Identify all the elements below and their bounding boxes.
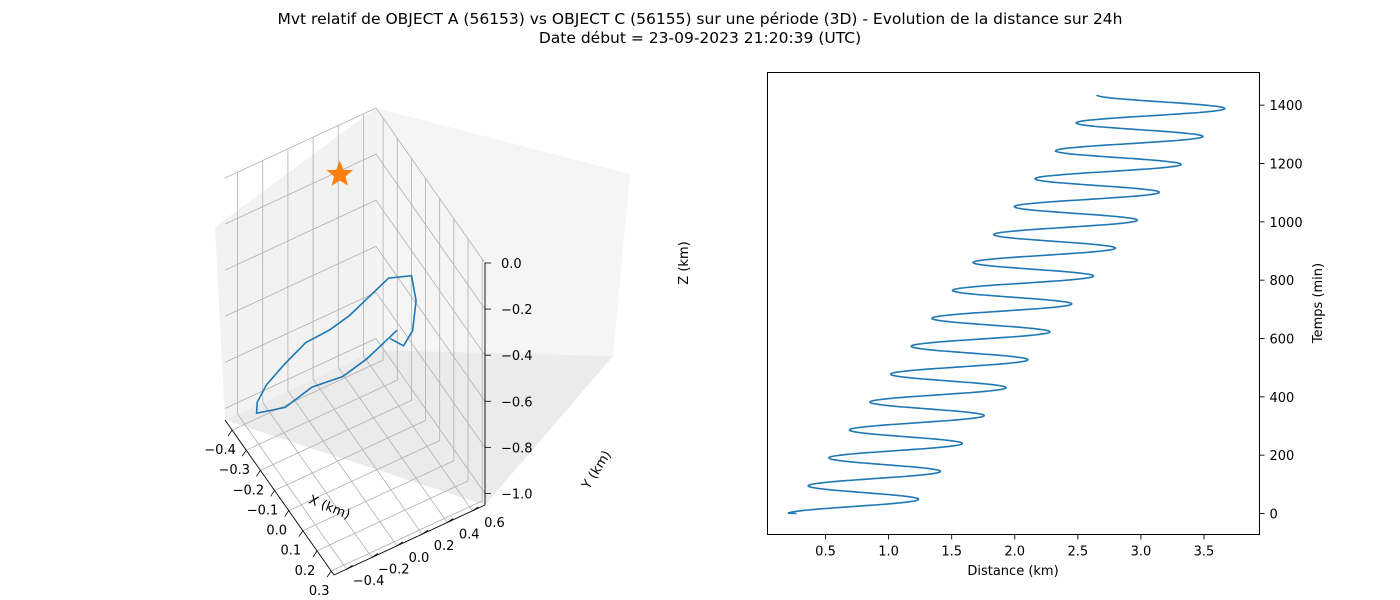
distance-curve — [787, 94, 1226, 515]
y-tick-label: 1000 — [1270, 216, 1303, 231]
x-tick-mark — [256, 470, 261, 477]
y-ticks: 0 200 400 600 800 1000 1200 1400 — [1259, 99, 1303, 523]
z-gridline — [224, 199, 486, 356]
z-tick-label: −1.0 — [501, 487, 533, 502]
z-tick-label: −0.4 — [501, 349, 533, 364]
y-tick-mark — [396, 541, 404, 547]
x-tick-mark — [241, 449, 247, 457]
y-tick-label: 1400 — [1270, 99, 1303, 114]
y-tick-mark — [472, 506, 479, 512]
x-gridline — [274, 178, 426, 491]
y-gridline — [337, 125, 448, 523]
y-tick-label: 0 — [1270, 508, 1278, 523]
x-ticks: 0.5 1.0 1.5 2.0 2.5 3.0 3.5 — [815, 534, 1215, 560]
x-tick-label: 0.2 — [295, 564, 316, 579]
y-axis-line — [333, 504, 486, 576]
chart-title-line-2: Date début = 23-09-2023 21:20:39 (UTC) — [538, 29, 862, 47]
z-tick-label: −0.2 — [501, 303, 533, 318]
x-gridline — [246, 138, 398, 451]
y-tick-label: 0.0 — [409, 551, 430, 566]
y-gridline — [262, 160, 373, 558]
y-axis-label-2d: Temps (min) — [1311, 263, 1326, 344]
y-axis-label: Y (km) — [579, 448, 615, 493]
z-gridline — [224, 245, 486, 402]
x-tick-label: 0.0 — [266, 524, 287, 539]
y-gridline — [363, 113, 473, 512]
x-gridline — [331, 258, 483, 572]
y-tick-label: −0.4 — [353, 574, 385, 589]
plot-2d: 0.5 1.0 1.5 2.0 2.5 3.0 3.5 0 200 400 600 800 1000 1… — [767, 72, 1326, 579]
x-tick-label: 2.0 — [1004, 545, 1025, 560]
y-tick-label: 1200 — [1270, 158, 1303, 173]
plot-frame — [767, 72, 1260, 535]
y-tick-label: 400 — [1270, 391, 1295, 406]
y-gridline — [237, 172, 347, 570]
z-axis-label: Z (km) — [677, 241, 692, 284]
grid-3d — [224, 107, 486, 572]
x-tick-label: −0.4 — [204, 443, 236, 458]
z-tick-label: 0.0 — [501, 257, 522, 272]
ticks-3d: −0.4−0.3−0.2−0.10.00.10.20.3−0.4−0.20.00… — [204, 257, 532, 599]
x-gridline — [316, 238, 469, 552]
y-tick-label: 0.6 — [484, 516, 505, 531]
y-gridline — [287, 148, 398, 547]
y-tick-label: 0.2 — [434, 539, 455, 554]
x-gridline — [288, 198, 441, 511]
x-tick-label: −0.3 — [218, 463, 250, 478]
x-axis-line — [224, 419, 335, 576]
z-gridline — [224, 291, 486, 448]
y-tick-mark — [447, 518, 454, 523]
x-tick-mark — [298, 530, 304, 537]
x-tick-label: 1.5 — [941, 545, 962, 560]
x-tick-mark — [326, 570, 332, 578]
x-tick-label: −0.2 — [233, 483, 265, 498]
x-tick-label: 0.3 — [309, 584, 330, 599]
y-tick-mark — [371, 553, 378, 558]
x-tick-label: 0.1 — [281, 544, 302, 559]
x-tick-mark — [312, 550, 318, 558]
z-tick-label: −0.6 — [501, 395, 533, 410]
x-axis-label-2d: Distance (km) — [967, 564, 1058, 579]
z-gridline — [224, 337, 486, 494]
x-gridline — [260, 158, 412, 471]
x-tick-label: 3.5 — [1194, 545, 1215, 560]
y-tick-label: 0.4 — [459, 528, 480, 543]
plot-3d: −0.4−0.3−0.2−0.10.00.10.20.3−0.4−0.20.00… — [204, 107, 692, 599]
x-tick-mark — [284, 510, 290, 517]
x-tick-label: 1.0 — [878, 545, 899, 560]
chart-title-line-1: Mvt relatif de OBJECT A (56153) vs OBJEC… — [277, 10, 1123, 28]
z-gridline — [224, 153, 486, 310]
y-tick-mark — [346, 564, 353, 570]
x-tick-label: −0.1 — [247, 503, 279, 518]
y-tick-label: −0.2 — [378, 563, 410, 578]
x-tick-mark — [270, 490, 275, 497]
x-tick-label: 3.0 — [1131, 545, 1152, 560]
x-tick-label: 0.5 — [815, 545, 836, 560]
x-gridline — [231, 118, 384, 431]
start-star-marker — [326, 160, 354, 186]
z-gridline — [224, 107, 486, 264]
y-tick-label: 600 — [1270, 333, 1295, 348]
axis-lines-3d — [224, 263, 486, 576]
y-tick-label: 800 — [1270, 274, 1295, 289]
y-gridline — [312, 137, 423, 535]
back-left-pane — [215, 108, 376, 420]
y-tick-label: 200 — [1270, 449, 1295, 464]
x-gridline — [302, 218, 455, 532]
z-tick-label: −0.8 — [501, 441, 533, 456]
x-tick-label: 2.5 — [1067, 545, 1088, 560]
trajectory-line — [255, 274, 417, 415]
x-tick-mark — [227, 429, 233, 437]
y-tick-mark — [421, 529, 429, 535]
